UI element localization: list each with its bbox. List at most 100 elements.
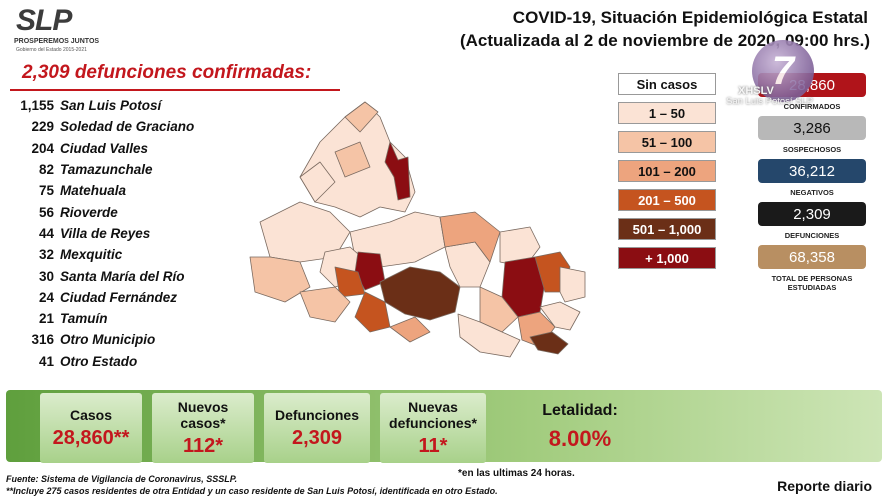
map-region [559,266,586,303]
new-cases-label-1: Nuevos [177,398,229,415]
death-count: 32 [38,247,54,263]
lethality-label: Letalidad: [542,402,618,419]
death-count: 204 [31,140,54,156]
lethality-value: 8.00% [548,426,612,451]
death-count: 316 [31,332,54,348]
list-item: 30 Santa María del Río [6,265,266,286]
map-region [439,211,501,263]
deaths-value: 2,309 [758,202,866,226]
new-deaths-label-1: Nuevas [408,398,458,415]
map-region [299,161,336,203]
logo-tagline: PROSPEREMOS JUNTOS [14,38,100,45]
death-count: 1,155 [20,98,54,114]
death-count: 75 [38,183,54,199]
new-cases-label-2: casos* [180,414,226,431]
list-item: 41 Otro Estado [6,351,266,372]
title-divider [10,89,340,91]
state-choropleth-map [249,101,586,358]
municipality-death-list: 1,155 San Luis Potosí 229 Soledad de Graci… [6,95,266,372]
list-item: 24 Ciudad Fernández [6,287,266,308]
cases-label: Casos [69,406,113,423]
slp-logo: SLP PROSPEREMOS JUNTOS Gobierno del Esta… [6,4,116,54]
municipality-name: San Luis Potosí [60,98,162,114]
list-item: 316 Otro Municipio [6,329,266,350]
legend-item-sin-casos: Sin casos [618,73,716,95]
municipality-name: Matehuala [60,183,127,199]
new-deaths-panel: Nuevas defunciones* 11* [380,393,486,463]
report-update-date: (Actualizada al 2 de noviembre de 2020, … [459,31,870,50]
logo-text: SLP [16,4,72,37]
map-region [539,301,581,331]
map-region [334,141,371,178]
tv-channel-location: San Luis Potosí SLP [726,96,814,107]
municipality-name: Soledad de Graciano [60,119,195,135]
legend-item-1000-plus: + 1,000 [618,247,716,269]
list-item: 204 Ciudad Valles [6,138,266,159]
suspected-value: 3,286 [758,116,866,140]
cases-panel: Casos 28,860** [40,393,142,463]
legend-item-501-1000: 501 – 1,000 [618,218,716,240]
cases-value: 28,860** [52,426,130,449]
municipality-name: Santa María del Río [60,268,185,284]
map-region [479,286,519,333]
map-region [384,141,411,201]
death-count: 229 [31,119,54,135]
map-region [529,331,569,355]
municipality-name: Villa de Reyes [60,225,151,241]
deaths-panel: Defunciones 2,309 [264,393,370,463]
legend-item-1-50: 1 – 50 [618,102,716,124]
negative-label: NEGATIVOS [790,188,834,197]
deaths-label: DEFUNCIONES [784,231,840,240]
municipality-name: Ciudad Fernández [60,289,178,305]
new-cases-value: 112* [182,434,224,457]
tv-channel-name: XHSLV [738,85,774,97]
deaths-panel-value: 2,309 [291,426,343,449]
map-region [354,291,391,333]
daily-report-label: Reporte diario [777,478,872,494]
new-deaths-value: 11* [418,434,448,457]
map-region [249,256,311,303]
list-item: 1,155 San Luis Potosí [6,95,266,116]
legend-item-51-100: 51 – 100 [618,131,716,153]
list-item: 82 Tamazunchale [6,159,266,180]
map-region [457,313,521,358]
municipality-name: Otro Municipio [60,332,156,348]
legend-item-201-500: 201 – 500 [618,189,716,211]
death-count: 56 [38,204,54,220]
map-region [344,101,379,133]
list-item: 21 Tamuín [6,308,266,329]
stats-column: 28,860 CONFIRMADOS 3,286 SOSPECHOSOS 36,… [758,73,866,292]
list-item: 75 Matehuala [6,180,266,201]
logo-subtitle: Gobierno del Estado 2015-2021 [16,47,87,53]
new-deaths-label-2: defunciones* [389,414,477,431]
death-count: 21 [38,311,54,327]
municipality-name: Ciudad Valles [60,140,149,156]
map-region [299,286,351,323]
municipality-name: Tamazunchale [60,162,153,178]
map-legend: Sin casos 1 – 50 51 – 100 101 – 200 201 … [618,73,716,276]
list-item: 44 Villa de Reyes [6,223,266,244]
deaths-panel-label: Defunciones [274,406,359,423]
total-studied-label: TOTAL DE PERSONAS ESTUDIADAS [771,274,853,292]
list-item: 56 Rioverde [6,201,266,222]
legend-item-101-200: 101 – 200 [618,160,716,182]
death-count: 82 [38,162,54,178]
map-region [499,226,541,268]
map-region [379,266,461,321]
municipality-name: Tamuín [60,311,108,327]
death-count: 44 [38,225,54,241]
map-region [354,251,386,291]
report-title: COVID-19, Situación Epidemiológica Estat… [512,8,868,27]
confirmed-label: CONFIRMADOS [783,102,841,111]
list-item: 32 Mexquitic [6,244,266,265]
municipality-name: Otro Estado [60,353,138,369]
negative-value: 36,212 [758,159,866,183]
death-count: 41 [38,353,54,369]
municipality-name: Mexquitic [60,247,123,263]
new-cases-panel: Nuevos casos* 112* [152,393,254,463]
tv-channel-logo: 7 [752,40,814,102]
list-item: 229 Soledad de Graciano [6,116,266,137]
death-count: 24 [38,289,54,305]
deaths-title: 2,309 defunciones confirmadas: [22,62,312,83]
last-24h-note: *en las ultimas 24 horas. [458,468,575,479]
